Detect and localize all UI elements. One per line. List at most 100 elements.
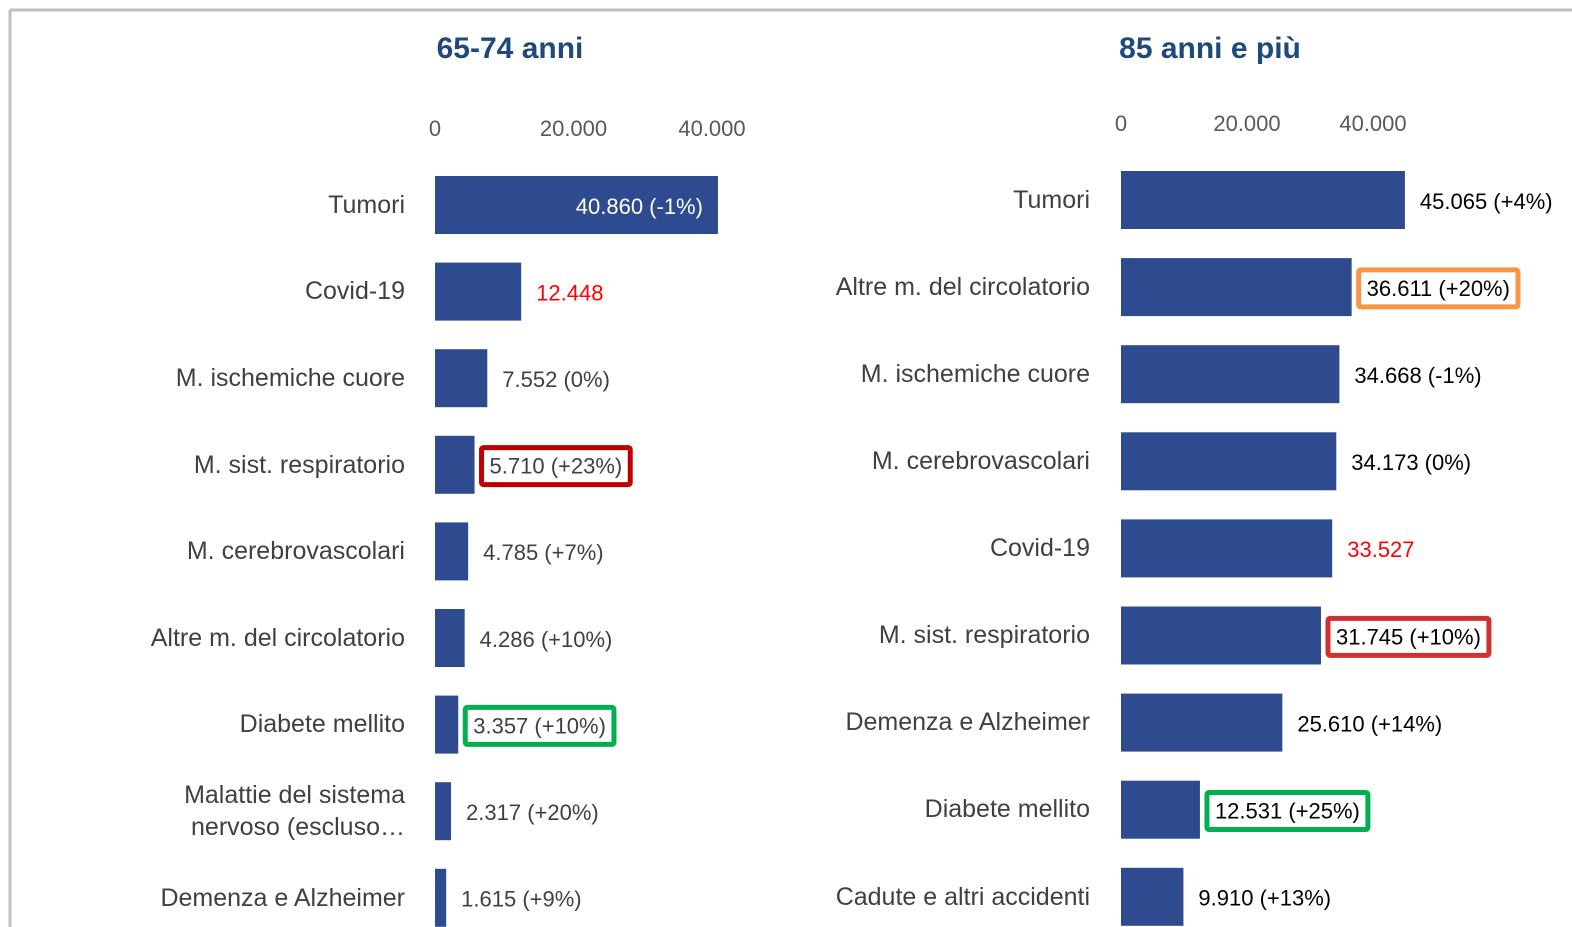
category-label: M. ischemiche cuore bbox=[790, 331, 1090, 417]
category-text: M. sist. respiratorio bbox=[193, 450, 405, 479]
category-text: Malattie del sistema nervoso (escluso… bbox=[184, 780, 405, 842]
category-label-box: Demenza e Alzheimer bbox=[105, 855, 405, 927]
bar bbox=[1121, 780, 1200, 839]
x-tick-label: 20.000 bbox=[540, 116, 607, 141]
category-text: M. cerebrovascolari bbox=[186, 537, 405, 566]
category-text: Altre m. del circolatorio bbox=[150, 623, 405, 652]
value-label: 25.610 (+14%) bbox=[1297, 711, 1442, 736]
x-tick-label: 0 bbox=[429, 116, 441, 141]
category-label-box: M. ischemiche cuore bbox=[790, 331, 1090, 417]
bar bbox=[1121, 171, 1405, 229]
category-label: Demenza e Alzheimer bbox=[790, 680, 1090, 766]
category-label-box: M. sist. respiratorio bbox=[790, 593, 1090, 679]
bar bbox=[435, 609, 465, 667]
category-label-box: Malattie del sistema nervoso (escluso… bbox=[105, 768, 405, 854]
category-text: Demenza e Alzheimer bbox=[160, 883, 405, 912]
category-label-box: Cadute e altri accidenti bbox=[790, 854, 1090, 927]
category-label: M. ischemiche cuore bbox=[105, 335, 405, 421]
category-text: Covid-19 bbox=[989, 534, 1090, 563]
category-label: Tumori bbox=[105, 162, 405, 248]
bar bbox=[435, 782, 452, 841]
bar bbox=[435, 349, 488, 408]
category-label: Demenza e Alzheimer bbox=[105, 855, 405, 927]
bar bbox=[435, 176, 718, 234]
bar bbox=[1121, 258, 1352, 317]
bar bbox=[435, 868, 447, 927]
value-label: 7.552 (0%) bbox=[502, 367, 610, 392]
category-label-box: M. cerebrovascolari bbox=[105, 508, 405, 594]
value-label: 4.785 (+7%) bbox=[483, 540, 603, 565]
value-label: 36.611 (+20%) bbox=[1367, 276, 1510, 301]
x-tick-label: 40.000 bbox=[678, 116, 745, 141]
category-label-box: Tumori bbox=[790, 157, 1090, 243]
category-label-box: M. sist. respiratorio bbox=[105, 422, 405, 508]
category-label-box: M. cerebrovascolari bbox=[790, 418, 1090, 504]
category-label-box: M. ischemiche cuore bbox=[105, 335, 405, 421]
bar bbox=[1121, 519, 1333, 578]
value-label: 3.357 (+10%) bbox=[473, 713, 606, 738]
category-text: Diabete mellito bbox=[239, 710, 405, 739]
chart-title: 85 anni e più bbox=[1119, 32, 1301, 65]
highlight-box bbox=[479, 445, 633, 488]
value-label: 34.173 (0%) bbox=[1351, 450, 1471, 475]
category-text: Altre m. del circolatorio bbox=[835, 272, 1090, 301]
category-text: M. sist. respiratorio bbox=[878, 621, 1090, 650]
value-label: 12.448 bbox=[536, 280, 603, 305]
category-label: Malattie del sistema nervoso (escluso… bbox=[105, 768, 405, 854]
category-text: Tumori bbox=[1013, 185, 1090, 214]
category-label: Diabete mellito bbox=[105, 682, 405, 768]
value-label: 40.860 (-1%) bbox=[576, 194, 703, 219]
category-text: Covid-19 bbox=[304, 277, 405, 306]
highlight-box bbox=[462, 704, 617, 747]
category-label: M. cerebrovascolari bbox=[105, 508, 405, 594]
value-label: 4.286 (+10%) bbox=[480, 627, 613, 652]
x-tick-label: 0 bbox=[1115, 111, 1127, 136]
value-label: 34.668 (-1%) bbox=[1354, 363, 1481, 388]
category-label: Tumori bbox=[790, 157, 1090, 243]
value-label: 5.710 (+23%) bbox=[490, 454, 623, 479]
category-label: M. sist. respiratorio bbox=[105, 422, 405, 508]
category-label-box: Altre m. del circolatorio bbox=[105, 595, 405, 681]
bar bbox=[1121, 432, 1337, 491]
bar bbox=[1121, 345, 1340, 404]
x-tick-label: 20.000 bbox=[1213, 111, 1280, 136]
value-label: 2.317 (+20%) bbox=[466, 800, 599, 825]
value-label: 1.615 (+9%) bbox=[461, 887, 581, 912]
bar bbox=[435, 695, 459, 754]
category-label: M. cerebrovascolari bbox=[790, 418, 1090, 504]
bar bbox=[435, 435, 475, 494]
category-text: Diabete mellito bbox=[924, 795, 1090, 824]
chart-title: 65-74 anni bbox=[437, 32, 584, 65]
category-label: Diabete mellito bbox=[790, 767, 1090, 853]
category-label: Altre m. del circolatorio bbox=[790, 244, 1090, 330]
value-label: 12.531 (+25%) bbox=[1215, 799, 1360, 824]
category-label: Cadute e altri accidenti bbox=[790, 854, 1090, 927]
bar bbox=[1121, 867, 1184, 926]
highlight-box bbox=[1204, 790, 1371, 833]
x-tick-label: 40.000 bbox=[1339, 111, 1406, 136]
bar bbox=[1121, 606, 1321, 665]
category-text: M. cerebrovascolari bbox=[871, 447, 1090, 476]
category-label-box: Covid-19 bbox=[304, 277, 405, 306]
bar bbox=[435, 262, 522, 321]
category-label-box: Demenza e Alzheimer bbox=[790, 680, 1090, 766]
category-text: Demenza e Alzheimer bbox=[845, 708, 1090, 737]
bar bbox=[435, 522, 469, 581]
highlight-box bbox=[1356, 267, 1521, 310]
bar bbox=[1121, 693, 1283, 752]
category-text: Cadute e altri accidenti bbox=[835, 882, 1090, 911]
category-text: M. ischemiche cuore bbox=[175, 363, 405, 392]
category-label-box: Tumori bbox=[105, 162, 405, 248]
value-label: 31.745 (+10%) bbox=[1336, 624, 1481, 649]
value-label: 33.527 bbox=[1347, 537, 1414, 562]
category-label: M. sist. respiratorio bbox=[790, 593, 1090, 679]
category-text: Tumori bbox=[328, 190, 405, 219]
category-label-box: Diabete mellito bbox=[790, 767, 1090, 853]
category-text: M. ischemiche cuore bbox=[860, 359, 1090, 388]
category-label-box: Altre m. del circolatorio bbox=[790, 244, 1090, 330]
value-label: 45.065 (+4%) bbox=[1420, 189, 1553, 214]
category-label: Altre m. del circolatorio bbox=[105, 595, 405, 681]
category-label-box: Diabete mellito bbox=[105, 682, 405, 768]
category-label-box: Covid-19 bbox=[989, 534, 1090, 563]
